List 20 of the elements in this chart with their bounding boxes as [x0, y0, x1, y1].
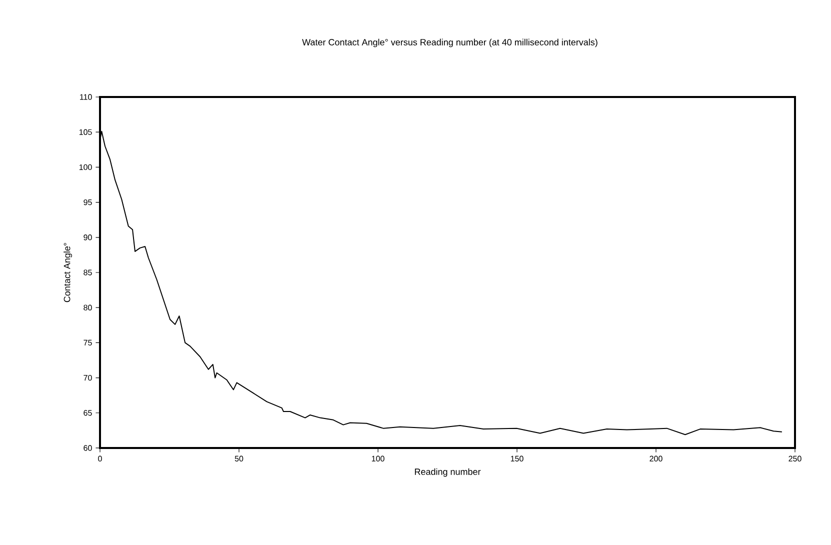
- y-tick-label: 65: [84, 410, 92, 416]
- x-axis-title: Reading number: [414, 468, 481, 477]
- y-tick-label: 100: [79, 164, 92, 170]
- y-tick-label: 75: [84, 340, 92, 346]
- y-tick-label: 70: [84, 374, 92, 381]
- y-tick-label: 90: [84, 234, 92, 240]
- x-tick-label: 200: [650, 456, 662, 462]
- y-tick-label: 110: [80, 94, 92, 100]
- y-axis-title: Contact Angle°: [64, 242, 72, 302]
- y-tick-label: 80: [84, 304, 92, 310]
- y-tick-label: 85: [84, 270, 92, 276]
- x-tick-label: 50: [234, 456, 244, 462]
- x-tick-label: 150: [510, 456, 524, 462]
- y-tick-label: 105: [79, 129, 92, 135]
- y-tick-label: 60: [84, 445, 92, 451]
- y-tick-label: 95: [84, 199, 92, 206]
- x-tick-label: 100: [372, 456, 384, 462]
- chart-title: Water Contact Angle° versus Reading number (at 40 millisecond intervals): [302, 38, 598, 48]
- x-tick-label: 250: [788, 456, 802, 462]
- x-tick-label: 0: [98, 456, 102, 462]
